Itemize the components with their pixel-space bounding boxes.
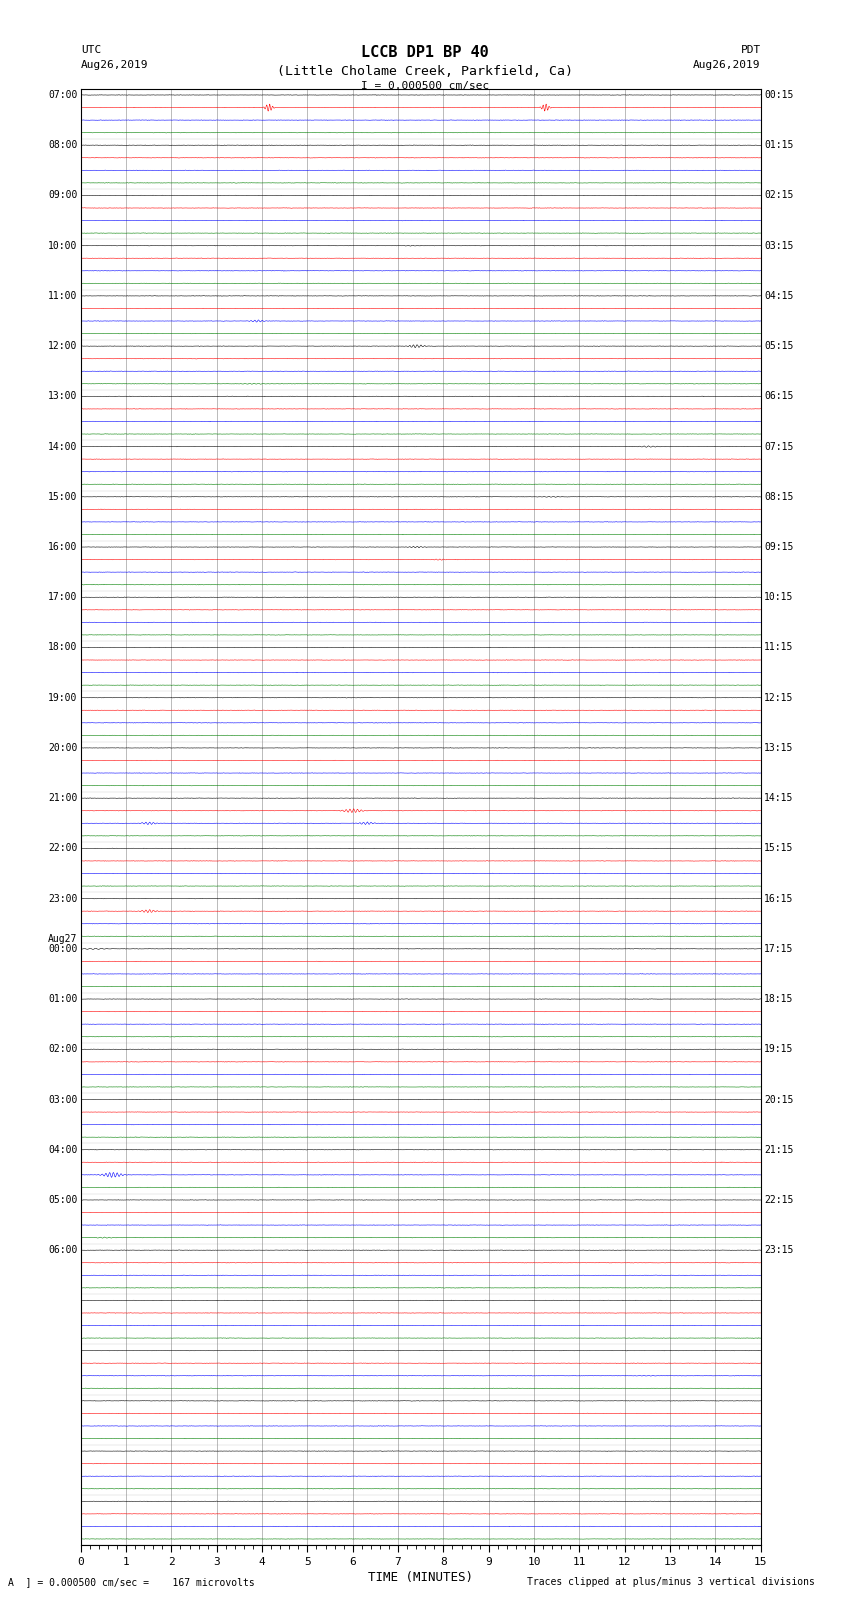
Text: (Little Cholame Creek, Parkfield, Ca): (Little Cholame Creek, Parkfield, Ca) bbox=[277, 65, 573, 77]
Text: 23:15: 23:15 bbox=[764, 1245, 794, 1255]
Text: 06:15: 06:15 bbox=[764, 392, 794, 402]
X-axis label: TIME (MINUTES): TIME (MINUTES) bbox=[368, 1571, 473, 1584]
Text: PDT: PDT bbox=[740, 45, 761, 55]
Text: 12:00: 12:00 bbox=[48, 340, 77, 352]
Text: 18:15: 18:15 bbox=[764, 994, 794, 1003]
Text: 21:15: 21:15 bbox=[764, 1145, 794, 1155]
Text: 08:15: 08:15 bbox=[764, 492, 794, 502]
Text: 03:00: 03:00 bbox=[48, 1095, 77, 1105]
Text: I = 0.000500 cm/sec: I = 0.000500 cm/sec bbox=[361, 81, 489, 90]
Text: 02:00: 02:00 bbox=[48, 1044, 77, 1055]
Text: 13:00: 13:00 bbox=[48, 392, 77, 402]
Text: 04:15: 04:15 bbox=[764, 290, 794, 302]
Text: 17:15: 17:15 bbox=[764, 944, 794, 953]
Text: 20:15: 20:15 bbox=[764, 1095, 794, 1105]
Text: 12:15: 12:15 bbox=[764, 692, 794, 703]
Text: 17:00: 17:00 bbox=[48, 592, 77, 602]
Text: Aug27: Aug27 bbox=[48, 934, 77, 944]
Text: 09:15: 09:15 bbox=[764, 542, 794, 552]
Text: 00:00: 00:00 bbox=[48, 944, 77, 953]
Text: A  ] = 0.000500 cm/sec =    167 microvolts: A ] = 0.000500 cm/sec = 167 microvolts bbox=[8, 1578, 255, 1587]
Text: 16:15: 16:15 bbox=[764, 894, 794, 903]
Text: 02:15: 02:15 bbox=[764, 190, 794, 200]
Text: 21:00: 21:00 bbox=[48, 794, 77, 803]
Text: 19:00: 19:00 bbox=[48, 692, 77, 703]
Text: 10:00: 10:00 bbox=[48, 240, 77, 250]
Text: 06:00: 06:00 bbox=[48, 1245, 77, 1255]
Text: 13:15: 13:15 bbox=[764, 744, 794, 753]
Text: 14:00: 14:00 bbox=[48, 442, 77, 452]
Text: Aug26,2019: Aug26,2019 bbox=[81, 60, 148, 69]
Text: 07:15: 07:15 bbox=[764, 442, 794, 452]
Text: 11:15: 11:15 bbox=[764, 642, 794, 653]
Text: 01:00: 01:00 bbox=[48, 994, 77, 1003]
Text: 22:00: 22:00 bbox=[48, 844, 77, 853]
Text: 22:15: 22:15 bbox=[764, 1195, 794, 1205]
Text: 01:15: 01:15 bbox=[764, 140, 794, 150]
Text: 03:15: 03:15 bbox=[764, 240, 794, 250]
Text: Traces clipped at plus/minus 3 vertical divisions: Traces clipped at plus/minus 3 vertical … bbox=[527, 1578, 815, 1587]
Text: UTC: UTC bbox=[81, 45, 101, 55]
Text: 19:15: 19:15 bbox=[764, 1044, 794, 1055]
Text: 20:00: 20:00 bbox=[48, 744, 77, 753]
Text: 18:00: 18:00 bbox=[48, 642, 77, 653]
Text: 04:00: 04:00 bbox=[48, 1145, 77, 1155]
Text: 16:00: 16:00 bbox=[48, 542, 77, 552]
Text: 10:15: 10:15 bbox=[764, 592, 794, 602]
Text: 05:00: 05:00 bbox=[48, 1195, 77, 1205]
Text: 15:00: 15:00 bbox=[48, 492, 77, 502]
Text: 00:15: 00:15 bbox=[764, 90, 794, 100]
Text: 05:15: 05:15 bbox=[764, 340, 794, 352]
Text: 14:15: 14:15 bbox=[764, 794, 794, 803]
Text: Aug26,2019: Aug26,2019 bbox=[694, 60, 761, 69]
Text: 09:00: 09:00 bbox=[48, 190, 77, 200]
Text: LCCB DP1 BP 40: LCCB DP1 BP 40 bbox=[361, 45, 489, 60]
Text: 11:00: 11:00 bbox=[48, 290, 77, 302]
Text: 15:15: 15:15 bbox=[764, 844, 794, 853]
Text: 07:00: 07:00 bbox=[48, 90, 77, 100]
Text: 23:00: 23:00 bbox=[48, 894, 77, 903]
Text: 08:00: 08:00 bbox=[48, 140, 77, 150]
